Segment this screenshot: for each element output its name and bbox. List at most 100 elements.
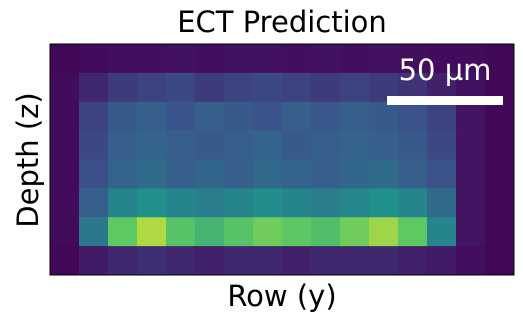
pixel	[456, 188, 486, 218]
pixel	[398, 217, 428, 247]
pixel	[253, 101, 283, 132]
pixel	[166, 246, 196, 276]
pixel	[340, 217, 370, 247]
pixel	[224, 130, 254, 160]
pixel	[137, 217, 167, 247]
pixel	[311, 130, 341, 160]
pixel	[340, 101, 370, 132]
pixel	[311, 188, 341, 218]
pixel	[369, 101, 399, 132]
pixel	[427, 130, 457, 160]
pixel	[311, 159, 341, 189]
pixel	[166, 130, 196, 160]
pixel	[485, 217, 515, 247]
pixel	[195, 72, 225, 103]
pixel	[282, 44, 312, 74]
pixel	[253, 44, 283, 74]
pixel	[340, 159, 370, 189]
pixel	[282, 101, 312, 132]
pixel	[50, 159, 80, 189]
pixel	[311, 44, 341, 74]
pixel	[137, 130, 167, 160]
pixel	[108, 246, 138, 276]
pixel	[485, 246, 515, 276]
pixel	[195, 246, 225, 276]
pixel	[311, 72, 341, 103]
pixel	[79, 217, 109, 247]
pixel	[427, 101, 457, 132]
pixel	[340, 44, 370, 74]
pixel	[253, 217, 283, 247]
pixel	[282, 72, 312, 103]
pixel	[340, 130, 370, 160]
pixel	[108, 44, 138, 74]
pixel	[166, 44, 196, 74]
pixel	[195, 217, 225, 247]
pixel	[50, 72, 80, 103]
pixel	[311, 217, 341, 247]
image	[50, 44, 515, 276]
pixel	[485, 101, 515, 132]
pixel	[108, 101, 138, 132]
pixel	[427, 44, 457, 74]
pixel	[79, 101, 109, 132]
pixel	[398, 130, 428, 160]
pixel	[253, 130, 283, 160]
pixel	[456, 130, 486, 160]
chart-title: ECT Prediction	[177, 5, 387, 39]
pixel	[50, 44, 80, 74]
pixel	[369, 217, 399, 247]
pixel	[427, 159, 457, 189]
pixel	[253, 72, 283, 103]
scale-bar-label: 50 µm	[399, 53, 492, 87]
pixel	[485, 130, 515, 160]
pixel	[79, 44, 109, 74]
pixel	[456, 217, 486, 247]
pixel	[427, 246, 457, 276]
pixel	[108, 72, 138, 103]
pixel	[282, 159, 312, 189]
pixel	[166, 217, 196, 247]
pixel	[166, 72, 196, 103]
pixel	[253, 188, 283, 218]
pixel	[456, 44, 486, 74]
pixel	[195, 44, 225, 74]
pixel	[79, 159, 109, 189]
pixel	[195, 159, 225, 189]
pixel	[398, 44, 428, 74]
pixel	[79, 188, 109, 218]
pixel	[282, 130, 312, 160]
pixel	[166, 188, 196, 218]
pixel	[398, 101, 428, 132]
pixel	[224, 72, 254, 103]
pixel	[340, 188, 370, 218]
pixel	[224, 217, 254, 247]
pixel	[137, 44, 167, 74]
pixel	[456, 246, 486, 276]
pixel	[166, 101, 196, 132]
pixel	[108, 188, 138, 218]
pixel	[427, 188, 457, 218]
pixel	[340, 246, 370, 276]
pixel	[108, 130, 138, 160]
pixel	[485, 44, 515, 74]
pixel	[456, 101, 486, 132]
scale-bar	[387, 96, 503, 105]
pixel	[50, 101, 80, 132]
pixel	[137, 101, 167, 132]
pixel	[195, 188, 225, 218]
y-axis-label: Depth (z)	[11, 92, 45, 227]
pixel	[398, 246, 428, 276]
x-axis-label: Row (y)	[227, 279, 336, 313]
pixel	[427, 217, 457, 247]
pixel	[369, 44, 399, 74]
pixel	[79, 130, 109, 160]
pixel	[50, 188, 80, 218]
pixel	[253, 246, 283, 276]
pixel	[224, 246, 254, 276]
pixel	[137, 72, 167, 103]
pixel	[224, 44, 254, 74]
pixel	[456, 159, 486, 189]
pixel	[369, 159, 399, 189]
pixel	[137, 188, 167, 218]
